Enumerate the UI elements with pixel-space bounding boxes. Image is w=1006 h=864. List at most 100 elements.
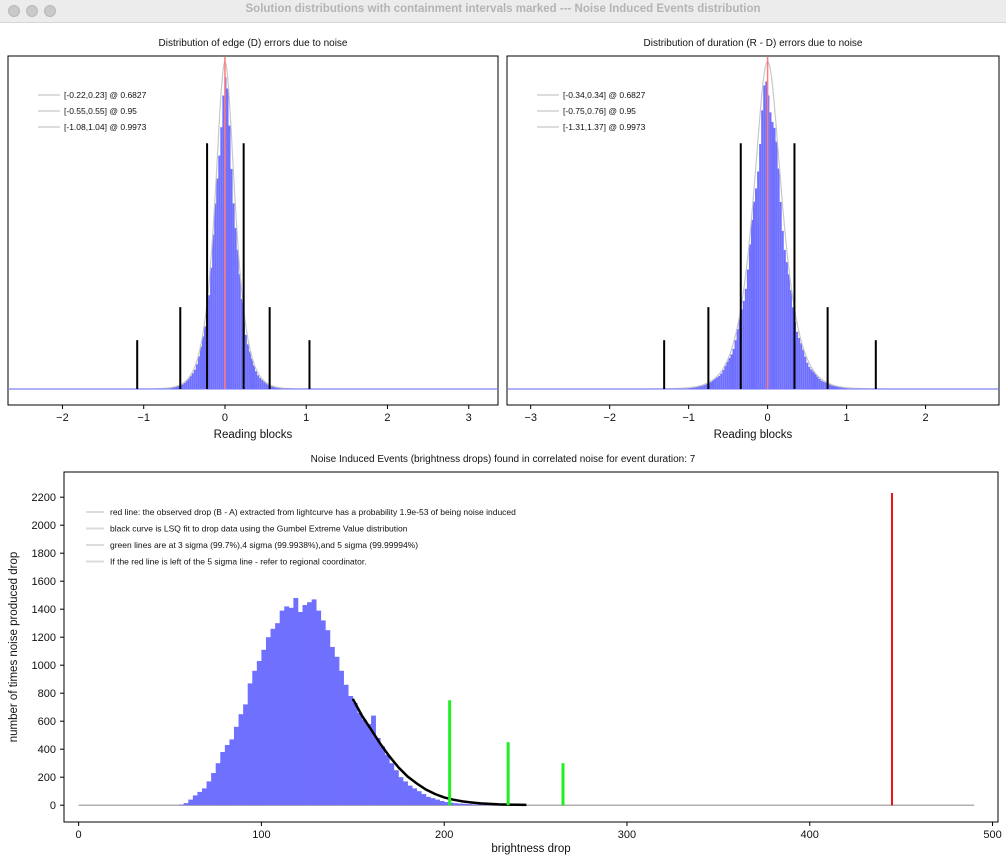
noise-events-histogram-bar (265, 637, 271, 806)
duration-errors-x-tick-label: 2 (922, 412, 928, 424)
duration-errors-histogram-bar (771, 121, 774, 390)
noise-events-histogram-bar (339, 670, 344, 806)
duration-errors-histogram-bar (689, 387, 692, 389)
noise-events-histogram-bar (325, 630, 331, 806)
duration-errors-histogram-bar (712, 380, 715, 389)
edge-errors-histogram-bar (253, 365, 256, 389)
duration-errors-legend-entry: [-1.31,1.37] @ 0.9973 (563, 122, 646, 132)
noise-events-histogram-bar (215, 763, 221, 806)
duration-errors-histogram-bar (787, 274, 790, 389)
edge-errors-histogram-bar (201, 336, 204, 389)
duration-errors-histogram-bar (769, 112, 772, 389)
duration-errors-histogram-bar (748, 244, 751, 389)
duration-errors-histogram-bar (736, 329, 739, 389)
noise-events-histogram-bar (270, 628, 276, 806)
duration-errors-x-tick-label: 0 (765, 412, 771, 424)
noise-events-y-tick-label: 1600 (32, 576, 56, 588)
edge-errors-legend-entry: [-0.22,0.23] @ 0.6827 (64, 90, 147, 100)
edge-errors-histogram-bar (173, 386, 176, 389)
noise-events-histogram-bar (224, 745, 230, 806)
edge-errors-x-tick-label: 0 (222, 412, 228, 424)
noise-events-histogram-bar (412, 788, 418, 806)
duration-errors-x-tick-label: −3 (524, 412, 537, 424)
edge-errors-histogram-bar (199, 346, 202, 389)
duration-errors-histogram-bar (709, 381, 712, 389)
edge-errors-histogram-bar (263, 381, 266, 389)
noise-events-x-tick-label: 0 (76, 829, 82, 841)
edge-errors-histogram-bar (228, 125, 231, 390)
edge-errors-x-tick-label: 3 (466, 412, 472, 424)
edge-errors-histogram-bar (185, 380, 188, 389)
noise-events-y-tick-label: 2000 (32, 520, 56, 532)
duration-errors-histogram-bar (808, 366, 811, 389)
noise-events-legend-entry: black curve is LSQ fit to drop data usin… (110, 524, 408, 534)
duration-errors-histogram-bar (722, 370, 725, 389)
noise-events-histogram-bar (384, 754, 390, 806)
noise-events-histogram-bar (416, 791, 422, 806)
minimize-window-button[interactable] (26, 5, 38, 17)
duration-errors-histogram-bar (755, 188, 758, 389)
edge-errors-histogram-bar (195, 364, 198, 389)
duration-errors-histogram-bar (820, 380, 823, 389)
duration-errors-histogram-bar (802, 349, 805, 389)
edge-errors-histogram-bar (226, 88, 229, 389)
noise-events-histogram-bar (398, 777, 404, 806)
edge-errors-chart-title: Distribution of edge (D) errors due to n… (158, 38, 348, 49)
edge-errors-x-tick-label: −2 (56, 412, 69, 424)
window-title: Solution distributions with containment … (245, 3, 761, 15)
edge-errors-histogram-bar (246, 344, 249, 389)
noise-events-y-tick-label: 1400 (32, 604, 56, 616)
duration-errors-histogram-bar (767, 95, 770, 389)
duration-errors-histogram-bar (695, 386, 698, 389)
close-window-button[interactable] (8, 5, 20, 17)
duration-errors-histogram-bar (761, 110, 764, 389)
noise-events-histogram-bar (352, 703, 358, 806)
noise-events-histogram-bar (275, 623, 280, 806)
duration-errors-x-tick-label: −1 (682, 412, 695, 424)
duration-errors-x-tick-label: −2 (603, 412, 616, 424)
edge-errors-x-tick-label: 1 (303, 412, 309, 424)
duration-errors-histogram-bar (773, 127, 776, 390)
duration-errors-histogram-bar (732, 348, 735, 389)
noise-events-histogram-bar (261, 649, 267, 806)
edge-errors-x-axis-label: Reading blocks (214, 429, 293, 441)
edge-errors-histogram-bar (220, 127, 223, 389)
edge-errors-histogram-bar (204, 326, 207, 389)
duration-errors-histogram-bar (693, 387, 696, 389)
edge-errors-histogram-bar (238, 273, 241, 389)
duration-errors-histogram-bar (701, 385, 704, 389)
noise-events-histogram-bar (334, 656, 340, 806)
duration-errors-histogram-bar (746, 269, 749, 389)
noise-events-histogram-bar (462, 803, 468, 806)
duration-errors-histogram-bar (753, 201, 756, 389)
noise-events-histogram-bar (211, 773, 217, 806)
duration-errors-histogram-bar (785, 262, 788, 389)
zoom-window-button[interactable] (44, 5, 56, 17)
duration-errors-histogram-bar (687, 387, 690, 389)
edge-errors-histogram-bar (183, 382, 186, 389)
noise-events-histogram-bar (311, 599, 317, 806)
edge-errors-histogram-bar (240, 298, 243, 389)
noise-events-histogram-bar (448, 802, 454, 806)
noise-events-histogram-bar (371, 715, 376, 806)
duration-errors-histogram-bar (835, 386, 838, 389)
noise-events-y-tick-label: 0 (50, 800, 56, 812)
noise-events-y-tick-label: 400 (38, 744, 56, 756)
noise-events-histogram-bar (197, 791, 203, 806)
duration-errors-x-tick-label: 1 (844, 412, 850, 424)
duration-errors-histogram-bar (716, 377, 719, 389)
edge-errors-histogram-bar (273, 386, 276, 389)
edge-errors-histogram-bar (191, 373, 194, 389)
noise-events-y-tick-label: 200 (38, 772, 56, 784)
duration-errors-histogram-bar (845, 387, 848, 389)
window-titlebar: Solution distributions with containment … (0, 0, 1006, 23)
edge-errors-histogram-bar (271, 386, 274, 389)
duration-errors-histogram-bar (841, 387, 844, 389)
noise-events-histogram-bar (403, 781, 408, 806)
noise-events-histogram-bar (444, 802, 450, 806)
noise-events-fit-curve (351, 698, 527, 807)
noise-events-histogram-bar (435, 799, 440, 806)
noise-events-y-tick-label: 1200 (32, 632, 56, 644)
edge-errors-histogram-bar (279, 387, 282, 389)
edge-errors-histogram-bar (212, 234, 215, 389)
